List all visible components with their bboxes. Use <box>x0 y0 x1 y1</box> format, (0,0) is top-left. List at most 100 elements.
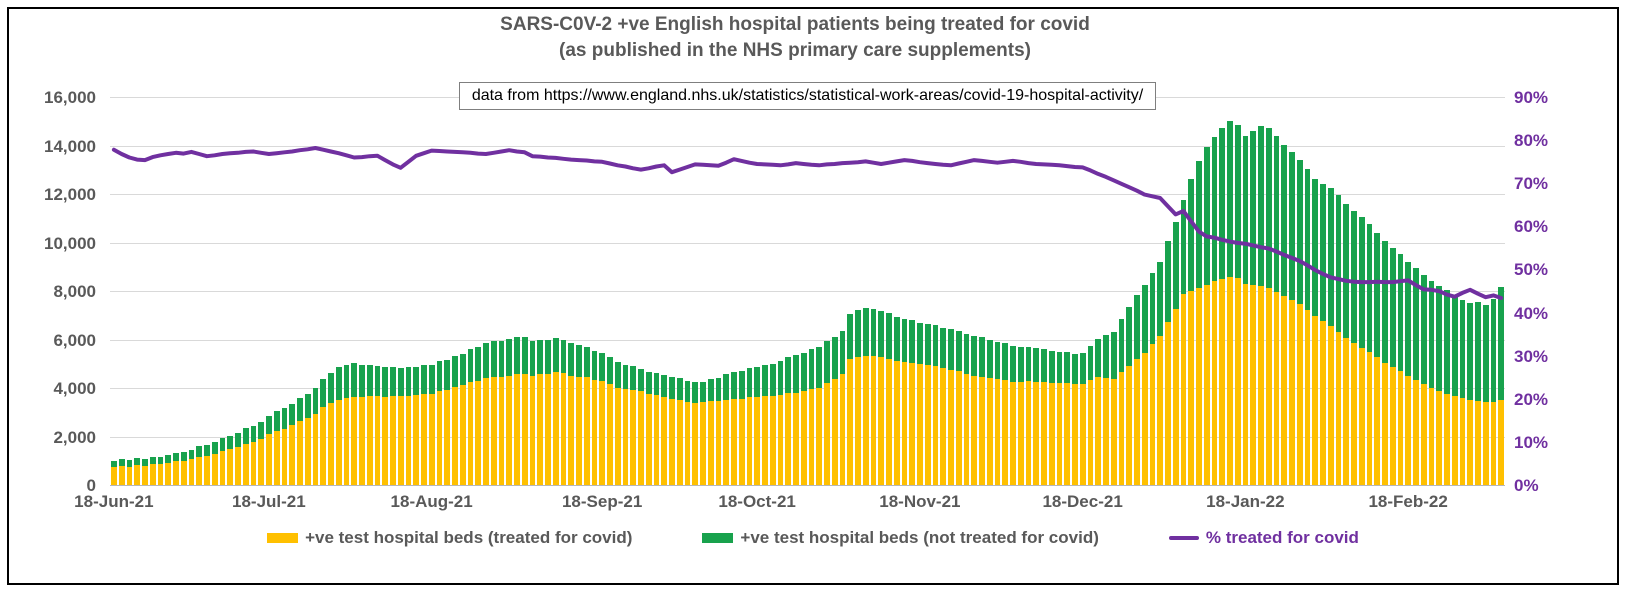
bar-treated-segment <box>1103 377 1109 486</box>
bar-treated-segment <box>583 377 590 486</box>
bar-treated-segment <box>1258 285 1264 486</box>
bar-treated-segment <box>831 379 838 486</box>
bar-not-treated-segment <box>1296 159 1303 305</box>
bar-not-treated-segment <box>1413 267 1419 380</box>
bar <box>1226 98 1234 486</box>
bar <box>1195 98 1203 486</box>
bar <box>1079 98 1087 486</box>
bar-treated-segment <box>1467 399 1473 486</box>
x-axis-tick-label: 18-Jul-21 <box>232 492 306 511</box>
bar-not-treated-segment <box>1072 353 1078 384</box>
bar-treated-segment <box>1312 316 1318 486</box>
bar <box>513 98 521 486</box>
legend-item-pct: % treated for covid <box>1168 528 1359 548</box>
bar-treated-segment <box>870 356 877 486</box>
bar <box>1032 98 1040 486</box>
bar <box>110 98 118 486</box>
bar-treated-segment <box>1072 383 1078 486</box>
bar-treated-segment <box>1273 291 1280 486</box>
bar-not-treated-segment <box>320 379 326 408</box>
bar <box>769 98 777 486</box>
bar <box>676 98 684 486</box>
bar-treated-segment <box>250 441 257 486</box>
bar-treated-segment <box>227 448 233 486</box>
x-axis-tick-label: 18-Sep-21 <box>561 492 643 511</box>
bar <box>629 98 637 486</box>
bar-not-treated-segment <box>614 361 621 388</box>
bar-not-treated-segment <box>498 341 505 377</box>
bar <box>901 98 909 486</box>
bar-treated-segment <box>924 364 931 486</box>
bar <box>474 98 482 486</box>
bar <box>312 98 320 486</box>
bar-treated-segment <box>490 376 497 486</box>
bar-not-treated-segment <box>622 365 629 390</box>
chart-title: SARS-C0V-2 +ve English hospital patients… <box>0 12 1590 64</box>
bar <box>118 98 126 486</box>
bar-not-treated-segment <box>459 353 466 386</box>
bar <box>1342 98 1350 486</box>
pct-line-swatch-icon <box>1168 536 1199 540</box>
bar-not-treated-segment <box>1397 254 1404 372</box>
bar <box>374 98 382 486</box>
bar-not-treated-segment <box>777 360 784 395</box>
bar-not-treated-segment <box>1188 179 1194 291</box>
bar <box>1094 98 1102 486</box>
bar-not-treated-segment <box>653 372 660 395</box>
bar <box>1474 98 1482 486</box>
bar <box>947 98 955 486</box>
bar <box>1397 98 1405 486</box>
bar <box>1420 98 1428 486</box>
bar-treated-segment <box>1033 381 1039 486</box>
bar-treated-segment <box>1475 401 1481 486</box>
bar-treated-segment <box>1366 352 1373 486</box>
bar-treated-segment <box>715 401 722 486</box>
bar-treated-segment <box>909 362 915 486</box>
bar-not-treated-segment <box>118 459 125 466</box>
bar-not-treated-segment <box>1258 125 1264 286</box>
bar-treated-segment <box>762 396 768 486</box>
bar <box>583 98 591 486</box>
bar <box>234 98 242 486</box>
bar-not-treated-segment <box>537 339 543 374</box>
bar <box>800 98 808 486</box>
bar-not-treated-segment <box>1149 272 1156 345</box>
bar-treated-segment <box>1405 375 1411 486</box>
x-axis-tick-label: 18-Nov-21 <box>879 492 961 511</box>
not-treated-swatch-icon <box>702 533 734 543</box>
bar <box>715 98 723 486</box>
bar-not-treated-segment <box>862 307 869 357</box>
bar <box>242 98 250 486</box>
bar <box>746 98 754 486</box>
left-axis-tick-text: 12,000 <box>44 185 96 204</box>
bar-treated-segment <box>653 394 660 486</box>
bar-not-treated-segment <box>397 368 404 397</box>
bar-treated-segment <box>893 361 900 486</box>
bar <box>730 98 738 486</box>
bar-not-treated-segment <box>824 340 830 383</box>
bar-not-treated-segment <box>188 449 195 460</box>
bar-treated-segment <box>777 394 784 486</box>
bar-treated-segment <box>1064 382 1070 486</box>
bar-treated-segment <box>700 402 706 486</box>
bar-not-treated-segment <box>1467 302 1473 400</box>
bar-not-treated-segment <box>219 437 226 451</box>
bar <box>978 98 986 486</box>
bar-not-treated-segment <box>1064 351 1070 383</box>
bar <box>180 98 188 486</box>
bar-not-treated-segment <box>157 456 164 465</box>
bar-treated-segment <box>366 396 373 486</box>
bar-not-treated-segment <box>343 364 350 398</box>
x-axis-tick-label: 18-Jun-21 <box>74 492 154 511</box>
bar-treated-segment <box>1451 396 1458 486</box>
bar-not-treated-segment <box>149 456 156 465</box>
bar <box>1451 98 1459 486</box>
bar-treated-segment <box>568 375 574 486</box>
bar-not-treated-segment <box>715 378 722 402</box>
bar <box>1404 98 1412 486</box>
bar <box>1187 98 1195 486</box>
bar-treated-segment <box>211 453 218 486</box>
bar-not-treated-segment <box>1134 294 1140 360</box>
bar-not-treated-segment <box>211 442 218 454</box>
bar-not-treated-segment <box>273 411 280 431</box>
